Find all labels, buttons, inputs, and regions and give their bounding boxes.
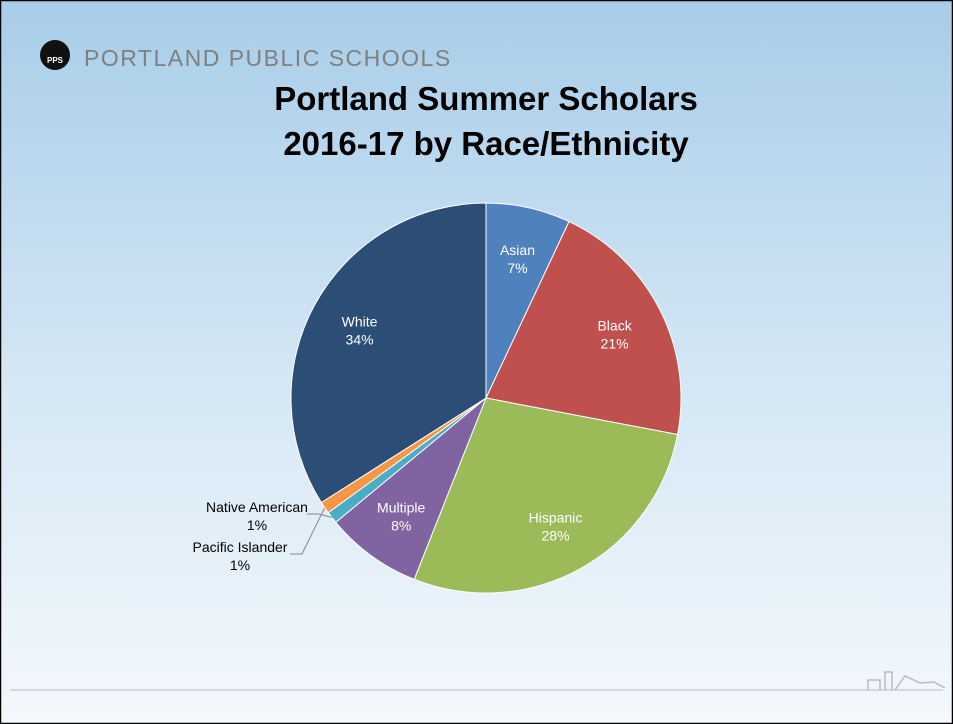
leader-line bbox=[307, 513, 333, 518]
value-label: 21% bbox=[601, 335, 629, 351]
data-label: Multiple 8% bbox=[377, 500, 425, 534]
data-label: Black 21% bbox=[597, 317, 632, 351]
logo-circle bbox=[40, 40, 70, 70]
category-label: Black bbox=[597, 317, 632, 333]
data-label: Asian 7% bbox=[500, 242, 535, 276]
leader-line bbox=[290, 507, 326, 555]
chart-title: 2016-17 by Race/Ethnicity bbox=[283, 125, 689, 162]
pie: Asian 7% Black 21% Hispanic 28% Multiple 8% Nati… bbox=[193, 202, 682, 594]
value-label: 1% bbox=[230, 557, 250, 573]
category-label: Multiple bbox=[377, 500, 425, 516]
value-label: 8% bbox=[391, 518, 411, 534]
logo: PPS bbox=[40, 40, 70, 70]
value-label: 1% bbox=[247, 517, 267, 533]
data-label: Pacific Islander 1% bbox=[193, 539, 288, 573]
category-label: Asian bbox=[500, 242, 535, 258]
pie-slice bbox=[485, 220, 682, 436]
value-label: 34% bbox=[346, 331, 374, 347]
value-label: 7% bbox=[507, 260, 527, 276]
category-label: White bbox=[342, 313, 378, 329]
category-label: Pacific Islander bbox=[193, 539, 288, 555]
category-label: Native American bbox=[206, 499, 308, 515]
skyline-icon bbox=[867, 671, 946, 691]
data-label: White 34% bbox=[342, 313, 378, 347]
data-label: Hispanic 28% bbox=[529, 509, 583, 543]
organization: PORTLAND PUBLIC SCHOOLS bbox=[84, 45, 452, 71]
data-label: Native American 1% bbox=[206, 499, 308, 533]
category-label: Hispanic bbox=[529, 509, 583, 525]
value-label: 28% bbox=[542, 527, 570, 543]
chart-title: Portland Summer Scholars bbox=[274, 80, 698, 117]
logo-text: PPS bbox=[47, 56, 64, 65]
pie-slice bbox=[290, 202, 487, 504]
pie-slice bbox=[335, 397, 487, 580]
pie-slice bbox=[413, 397, 679, 594]
